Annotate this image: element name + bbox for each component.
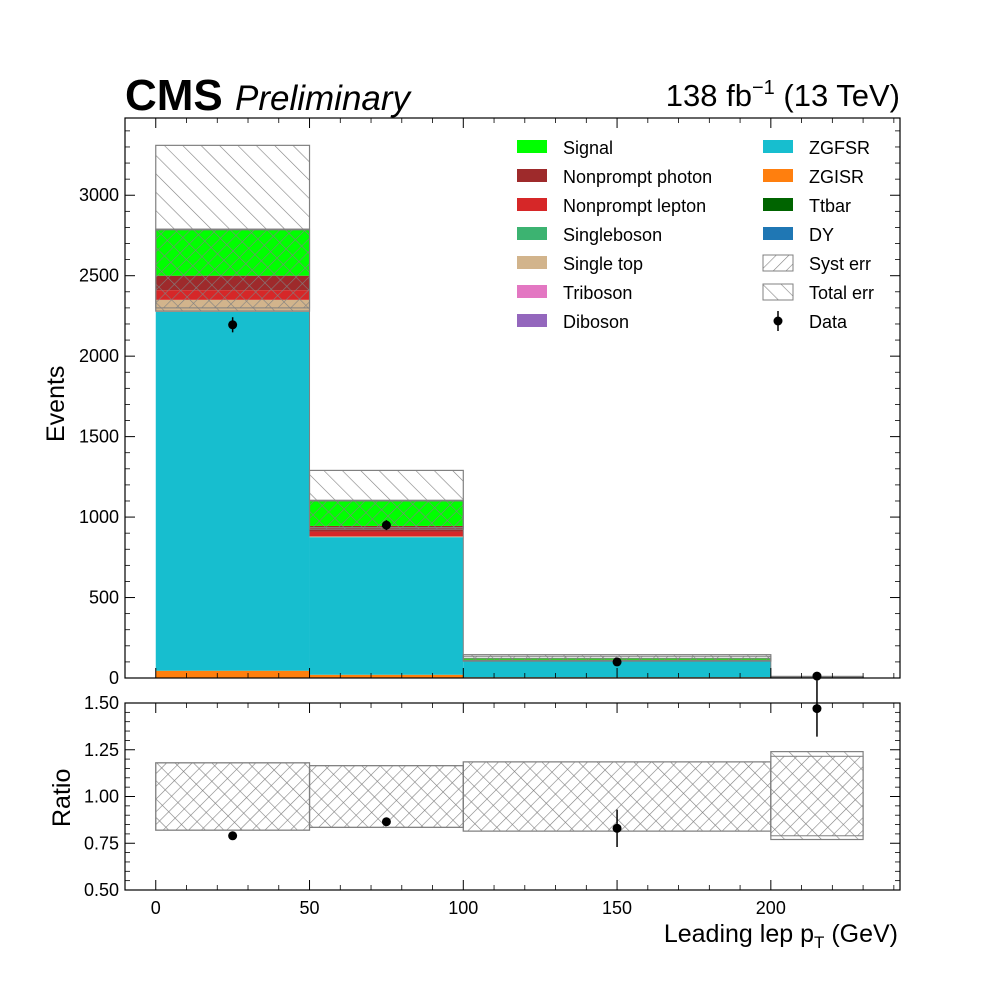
main-panel: 0 500 1000 1500 2000 2500 3000 Events Signal No… (42, 117, 901, 688)
ratio-point-1 (381, 817, 391, 827)
lumi-label: 138 fb−1 (13 TeV) (666, 77, 900, 113)
bar-nonprompt-lepton-bin1 (309, 531, 464, 537)
bar-zgfsr-bin1 (309, 537, 464, 675)
ratio-point-2 (612, 823, 622, 833)
legend-label-syst-err: Syst err (809, 254, 871, 274)
legend-label-signal: Signal (563, 138, 613, 158)
main-axis-ticks: 0 500 1000 1500 2000 2500 3000 (79, 118, 900, 688)
bar-zgisr-bin0 (155, 670, 310, 678)
syst-err-band-bin0 (155, 228, 311, 309)
legend-swatch-diboson (517, 314, 547, 327)
legend-swatch-triboson (517, 285, 547, 298)
legend-swatch-signal (517, 140, 547, 153)
data-point-1 (381, 520, 391, 530)
ratio-points (228, 680, 822, 847)
legend-swatch-syst-err (762, 254, 794, 272)
legend-swatch-zgisr (763, 169, 793, 182)
legend-label-triboson: Triboson (563, 283, 632, 303)
legend-swatch-total-err (762, 283, 794, 301)
ratio-ytick-label-1.50: 1.50 (84, 693, 119, 713)
ratio-xtick-label-50: 50 (300, 898, 320, 918)
bar-zgfsr-bin0 (155, 311, 310, 671)
ratio-point-0 (228, 831, 238, 841)
ratio-syst-band-bin1 (309, 765, 464, 828)
legend: Signal Nonprompt photon Nonprompt lepton Si… (517, 138, 874, 332)
legend-swatch-ttbar (763, 198, 793, 211)
ratio-xtick-label-200: 200 (756, 898, 786, 918)
x-axis-title: Leading lep pT (GeV) (664, 920, 898, 952)
data-point-0 (228, 320, 238, 330)
ratio-syst-band-bin3 (770, 755, 864, 837)
legend-swatch-zgfsr (763, 140, 793, 153)
ratio-y-axis-title: Ratio (48, 769, 76, 827)
main-y-axis-title: Events (42, 366, 70, 442)
main-ytick-label-2000: 2000 (79, 346, 119, 366)
legend-swatch-single-top (517, 256, 547, 269)
legend-label-ttbar: Ttbar (809, 196, 851, 216)
legend-label-data: Data (809, 312, 848, 332)
status-label: Preliminary (235, 79, 413, 118)
experiment-label: CMS (125, 71, 223, 120)
legend-swatch-nonprompt-photon (517, 169, 547, 182)
main-ytick-label-2500: 2500 (79, 266, 119, 286)
ratio-axis-ticks: 0.50 0.75 1.00 1.25 1.50 0 50 100 150 200 (84, 693, 900, 918)
legend-swatch-nonprompt-lepton (517, 198, 547, 211)
main-ytick-label-1000: 1000 (79, 507, 119, 527)
main-ytick-label-0: 0 (109, 668, 119, 688)
legend-label-nonprompt-photon: Nonprompt photon (563, 167, 712, 187)
legend-label-nonprompt-lepton: Nonprompt lepton (563, 196, 706, 216)
legend-data-marker (773, 316, 783, 326)
ratio-point-3 (812, 704, 822, 714)
ratio-panel: 0.50 0.75 1.00 1.25 1.50 0 50 100 150 200 Ratio L… (48, 680, 901, 952)
ratio-syst-band-bin0 (155, 762, 311, 831)
ratio-bands (155, 751, 864, 841)
legend-label-diboson: Diboson (563, 312, 629, 332)
ratio-ytick-label-0.50: 0.50 (84, 880, 119, 900)
bar-zgisr-bin1 (309, 674, 464, 678)
ratio-xtick-label-0: 0 (151, 898, 161, 918)
main-ytick-label-3000: 3000 (79, 185, 119, 205)
error-bands (155, 144, 864, 678)
bar-single-top-bin1 (309, 536, 464, 538)
legend-label-dy: DY (809, 225, 834, 245)
data-point-3 (812, 671, 822, 681)
ratio-ytick-label-1.00: 1.00 (84, 787, 119, 807)
ratio-xtick-label-150: 150 (602, 898, 632, 918)
main-frame (124, 117, 901, 679)
legend-label-zgisr: ZGISR (809, 167, 864, 187)
legend-label-singleboson: Singleboson (563, 225, 662, 245)
data-point-2 (612, 657, 622, 667)
legend-label-single-top: Single top (563, 254, 643, 274)
legend-label-zgfsr: ZGFSR (809, 138, 870, 158)
main-ytick-label-500: 500 (89, 588, 119, 608)
legend-label-total-err: Total err (809, 283, 874, 303)
legend-swatch-singleboson (517, 227, 547, 240)
ratio-xtick-label-100: 100 (448, 898, 478, 918)
ratio-ytick-label-1.25: 1.25 (84, 740, 119, 760)
main-ytick-label-1500: 1500 (79, 427, 119, 447)
legend-swatch-dy (763, 227, 793, 240)
ratio-ytick-label-0.75: 0.75 (84, 833, 119, 853)
